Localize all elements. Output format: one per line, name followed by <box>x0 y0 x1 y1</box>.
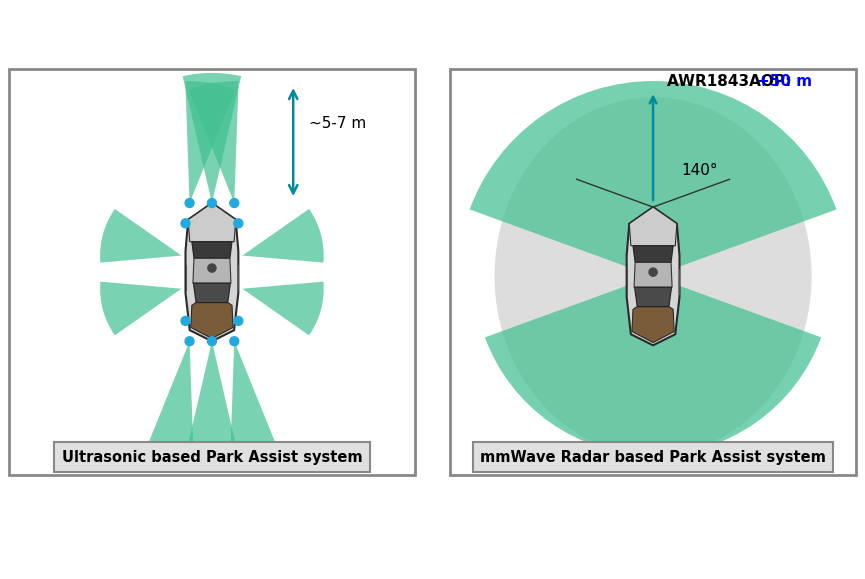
Wedge shape <box>100 209 182 263</box>
Wedge shape <box>189 81 239 203</box>
Polygon shape <box>634 262 672 287</box>
Polygon shape <box>633 246 673 262</box>
Polygon shape <box>185 203 239 341</box>
Text: Ultrasonic based Park Assist system: Ultrasonic based Park Assist system <box>61 450 362 464</box>
Circle shape <box>185 337 194 346</box>
Circle shape <box>208 264 216 272</box>
Text: 140°: 140° <box>682 163 718 178</box>
Wedge shape <box>183 73 241 203</box>
Circle shape <box>208 337 216 346</box>
Polygon shape <box>192 241 232 258</box>
Circle shape <box>234 317 243 325</box>
Wedge shape <box>100 281 182 335</box>
Circle shape <box>230 337 239 346</box>
Text: mmWave Radar based Park Assist system: mmWave Radar based Park Assist system <box>480 450 826 464</box>
Text: ~5-7 m: ~5-7 m <box>310 116 367 131</box>
Polygon shape <box>191 303 233 339</box>
Circle shape <box>185 199 194 207</box>
Circle shape <box>230 199 239 207</box>
Circle shape <box>181 317 190 325</box>
Wedge shape <box>242 209 324 263</box>
Polygon shape <box>626 207 680 345</box>
Circle shape <box>234 219 243 228</box>
Circle shape <box>181 219 190 228</box>
Polygon shape <box>194 283 230 303</box>
Circle shape <box>208 199 216 207</box>
Polygon shape <box>632 307 674 343</box>
Polygon shape <box>630 207 676 246</box>
Text: AWR1843AOP:: AWR1843AOP: <box>667 74 797 89</box>
Wedge shape <box>230 341 277 455</box>
Circle shape <box>649 268 657 276</box>
Ellipse shape <box>495 97 811 455</box>
Wedge shape <box>184 341 240 463</box>
Wedge shape <box>470 81 836 276</box>
Text: +50 m: +50 m <box>757 74 812 89</box>
Polygon shape <box>189 203 235 241</box>
Polygon shape <box>635 287 671 307</box>
Wedge shape <box>147 341 194 455</box>
Wedge shape <box>185 81 235 203</box>
Polygon shape <box>193 258 231 283</box>
Wedge shape <box>485 276 821 455</box>
Wedge shape <box>242 281 324 335</box>
